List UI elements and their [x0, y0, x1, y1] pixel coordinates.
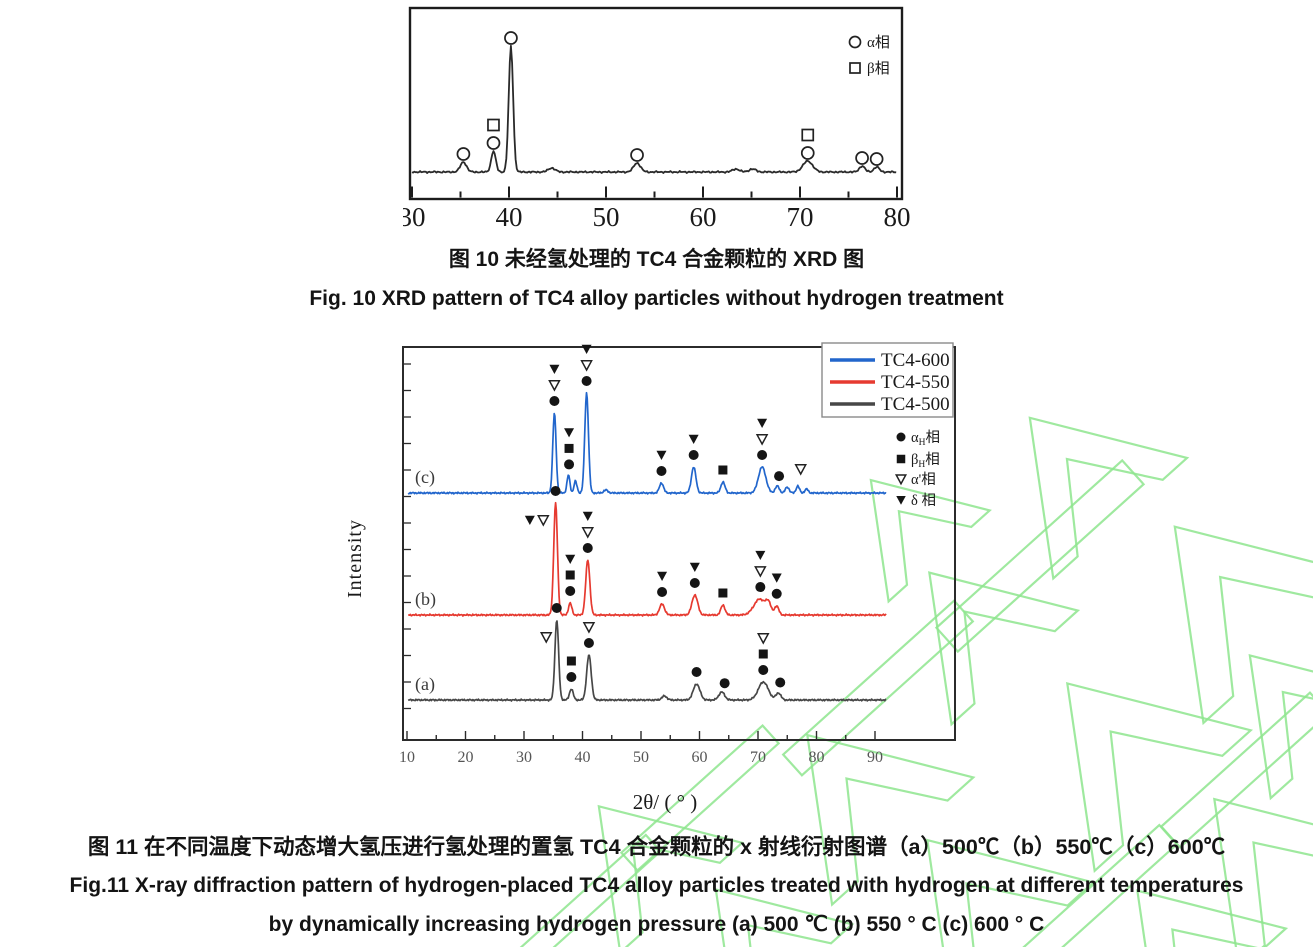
xrd-curve-TC4-600 [407, 391, 887, 495]
fig10-phase-legend: α相 β相 [848, 34, 890, 77]
svg-text:(b): (b) [415, 589, 436, 610]
fig10-caption-english: Fig. 10 XRD pattern of TC4 alloy particl… [309, 287, 1004, 310]
xrd-curve-untreated [411, 44, 897, 174]
fig10-xrd-chart: 30 40 50 60 70 80 α相 β相 [403, 6, 911, 232]
svg-text:70: 70 [787, 202, 814, 232]
svg-text:TC4-500: TC4-500 [881, 394, 950, 415]
fig11-xrd-chart: 10 20 30 40 50 60 70 80 90 2θ/ ( ° ) Intensity (c) (… [344, 342, 956, 814]
svg-text:(a): (a) [415, 674, 435, 695]
svg-text:2θ/ ( ° ): 2θ/ ( ° ) [633, 790, 698, 814]
svg-text:40: 40 [575, 749, 591, 766]
svg-text:50: 50 [633, 749, 649, 766]
xrd-curve-TC4-550 [408, 501, 887, 617]
svg-text:10: 10 [399, 749, 415, 766]
svg-text:50: 50 [593, 202, 620, 232]
svg-text:αH相: αH相 [911, 429, 940, 448]
svg-text:βH相: βH相 [911, 451, 940, 470]
svg-text:90: 90 [867, 749, 883, 766]
svg-text:40: 40 [496, 202, 523, 232]
svg-text:30: 30 [403, 202, 426, 232]
svg-text:80: 80 [884, 202, 911, 232]
xrd-curve-TC4-500 [407, 620, 887, 702]
svg-text:β相: β相 [867, 60, 890, 77]
svg-text:70: 70 [750, 749, 766, 766]
svg-text:60: 60 [692, 749, 708, 766]
svg-text:α'相: α'相 [911, 471, 936, 488]
fig11-caption-english-line1: Fig.11 X-ray diffraction pattern of hydr… [69, 874, 1244, 897]
svg-text:Intensity: Intensity [344, 519, 366, 598]
svg-text:30: 30 [516, 749, 532, 766]
fig11-caption-chinese: 图 11 在不同温度下动态增大氢压进行氢处理的置氢 TC4 合金颗粒的 x 射线… [87, 835, 1226, 859]
fig11-caption-english-line2: by dynamically increasing hydrogen press… [268, 913, 1045, 936]
svg-text:20: 20 [458, 749, 474, 766]
svg-text:60: 60 [690, 202, 717, 232]
svg-text:TC4-550: TC4-550 [881, 372, 950, 393]
svg-text:TC4-600: TC4-600 [881, 350, 950, 371]
svg-text:α相: α相 [867, 34, 890, 51]
svg-text:80: 80 [809, 749, 825, 766]
fig10-caption-chinese: 图 10 未经氢处理的 TC4 合金颗粒的 XRD 图 [448, 248, 865, 271]
svg-text:δ 相: δ 相 [911, 492, 936, 509]
svg-text:(c): (c) [415, 467, 435, 488]
